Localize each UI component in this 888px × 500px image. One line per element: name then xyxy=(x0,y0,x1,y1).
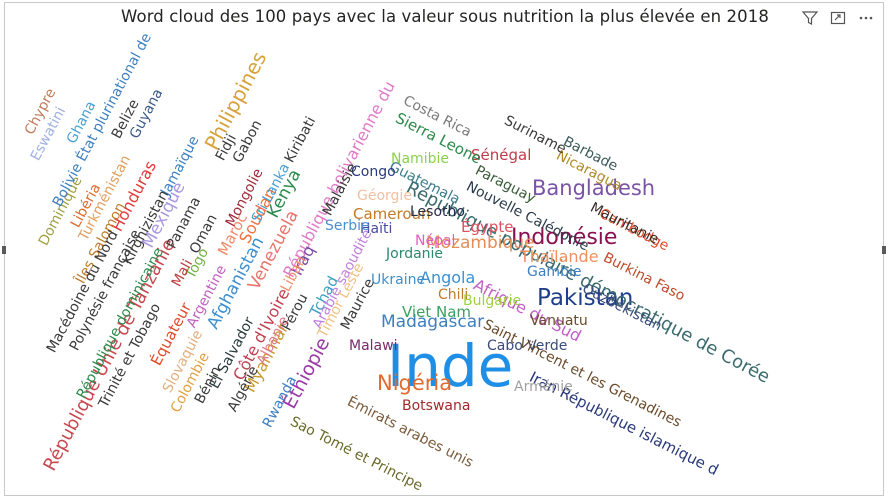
visual-header-toolbar xyxy=(801,9,875,27)
focus-mode-icon[interactable] xyxy=(829,9,847,27)
cloud-word[interactable]: Mozambique xyxy=(426,233,535,253)
cloud-word[interactable]: Gambie xyxy=(527,264,582,280)
cloud-word[interactable]: Viet Nam xyxy=(402,303,472,321)
cloud-word[interactable]: Sénégal xyxy=(471,146,532,164)
cloud-word[interactable]: Bangladesh xyxy=(532,176,656,200)
resize-handle-left[interactable] xyxy=(2,246,6,254)
cloud-word[interactable]: Namibie xyxy=(391,151,449,167)
filter-icon[interactable] xyxy=(801,9,819,27)
cloud-word[interactable]: Malawi xyxy=(349,338,398,354)
cloud-word[interactable]: Serbie xyxy=(325,218,370,234)
cloud-word[interactable]: Pakistan xyxy=(537,285,634,311)
cloud-word[interactable]: Cabo Verde xyxy=(487,338,568,354)
cloud-word[interactable]: Cameroun xyxy=(353,205,431,223)
cloud-word[interactable]: Madagascar xyxy=(381,312,485,332)
cloud-word[interactable]: Vanuatu xyxy=(530,313,588,329)
chart-title: Word cloud des 100 pays avec la valeur s… xyxy=(121,7,769,26)
cloud-word[interactable]: Indonésie xyxy=(511,225,618,250)
cloud-word[interactable]: Géorgie xyxy=(357,188,412,204)
cloud-word[interactable]: Égypte xyxy=(461,218,514,236)
cloud-word[interactable]: Ukraine xyxy=(371,272,426,288)
cloud-word[interactable]: Népal xyxy=(415,233,456,249)
cloud-word[interactable]: Chili xyxy=(438,287,469,303)
cloud-word[interactable]: Botswana xyxy=(402,398,471,414)
cloud-word[interactable]: Inde xyxy=(387,332,514,400)
cloud-word[interactable]: Lesotho xyxy=(410,204,465,220)
more-options-icon[interactable] xyxy=(857,9,875,27)
cloud-word[interactable]: Kiribati xyxy=(281,114,320,166)
cloud-word[interactable]: Jordanie xyxy=(386,246,444,262)
cloud-word[interactable]: Nigéria xyxy=(377,371,453,395)
cloud-word[interactable]: Thaïlande xyxy=(520,247,599,266)
word-cloud: Inde Pakistan Indonésie Bangladesh Nigéria Ph… xyxy=(5,3,885,497)
cloud-word[interactable]: Angola xyxy=(420,268,476,287)
resize-handle-right[interactable] xyxy=(882,246,886,254)
cloud-word[interactable]: Mali xyxy=(168,256,197,290)
cloud-word[interactable]: Arménie xyxy=(514,379,573,395)
cloud-word[interactable]: Bulgarie xyxy=(463,293,522,309)
cloud-word[interactable]: Congo xyxy=(351,164,396,180)
cloud-word[interactable]: Haïti xyxy=(360,221,393,237)
